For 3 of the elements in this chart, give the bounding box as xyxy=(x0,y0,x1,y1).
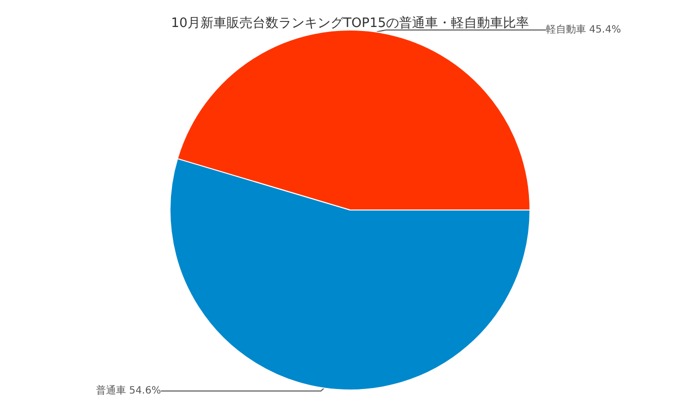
chart-title: 10月新車販売台数ランキングTOP15の普通車・軽自動車比率 xyxy=(170,15,530,31)
slice-label: 軽自動車 45.4% xyxy=(546,24,621,36)
slice-label: 普通車 54.6% xyxy=(96,384,161,396)
